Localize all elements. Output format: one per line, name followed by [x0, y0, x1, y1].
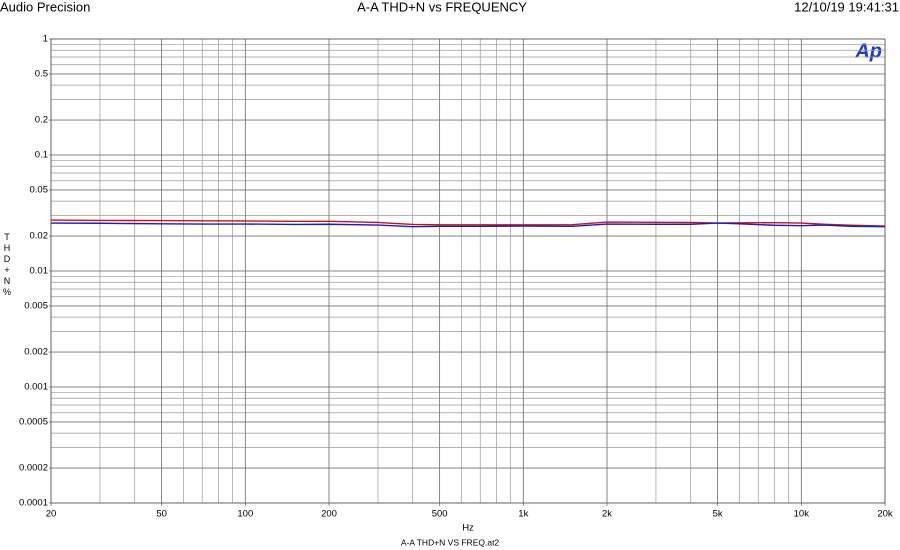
plot-frame [50, 38, 886, 504]
y-tick-label: 1 [43, 34, 48, 45]
x-tick-label: 20 [46, 509, 57, 520]
y-tick-label: 0.0001 [19, 498, 48, 509]
x-tick-label: 500 [432, 509, 448, 520]
y-axis-label: THD+N % [2, 232, 13, 297]
y-tick-label: 0.5 [35, 68, 48, 79]
y-tick-label: 0.01 [30, 266, 49, 277]
x-tick-label: 1k [518, 509, 528, 520]
x-tick-label: 10k [794, 509, 810, 520]
brand: Audio Precision [0, 0, 90, 14]
x-tick-label: 100 [237, 509, 253, 520]
logo: Ap [854, 40, 882, 62]
chart-title: A-A THD+N vs FREQUENCY [357, 0, 527, 14]
y-tick-label: 0.001 [24, 382, 48, 393]
y-tick-label: 0.002 [24, 347, 48, 358]
x-tick-label: 20k [877, 509, 893, 520]
y-tick-label: 0.005 [24, 300, 48, 311]
y-tick-label: 0.02 [30, 231, 49, 242]
timestamp: 12/10/19 19:41:31 [794, 0, 899, 14]
x-tick-label: 5k [713, 509, 723, 520]
y-tick-label: 0.2 [35, 115, 48, 126]
y-tick-label: 0.0005 [19, 416, 48, 427]
y-tick-label: 0.1 [35, 150, 48, 161]
x-tick-label: 200 [321, 509, 337, 520]
series-line [50, 219, 886, 227]
x-tick-label: 2k [602, 509, 612, 520]
series-line [50, 222, 886, 228]
y-tick-label: 0.0002 [19, 463, 48, 474]
y-tick-label: 0.05 [30, 184, 49, 195]
x-axis-label: Hz [462, 523, 474, 534]
footer: A-A THD+N VS FREQ.at2 [401, 537, 500, 547]
x-tick-label: 50 [156, 509, 167, 520]
